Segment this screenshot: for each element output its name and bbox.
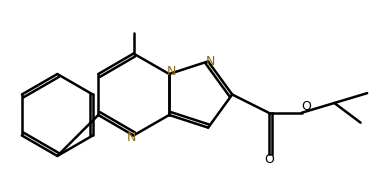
Text: O: O: [301, 100, 311, 113]
Text: O: O: [264, 153, 274, 167]
Text: N: N: [127, 131, 136, 144]
Text: N: N: [166, 65, 176, 78]
Text: N: N: [205, 55, 215, 68]
